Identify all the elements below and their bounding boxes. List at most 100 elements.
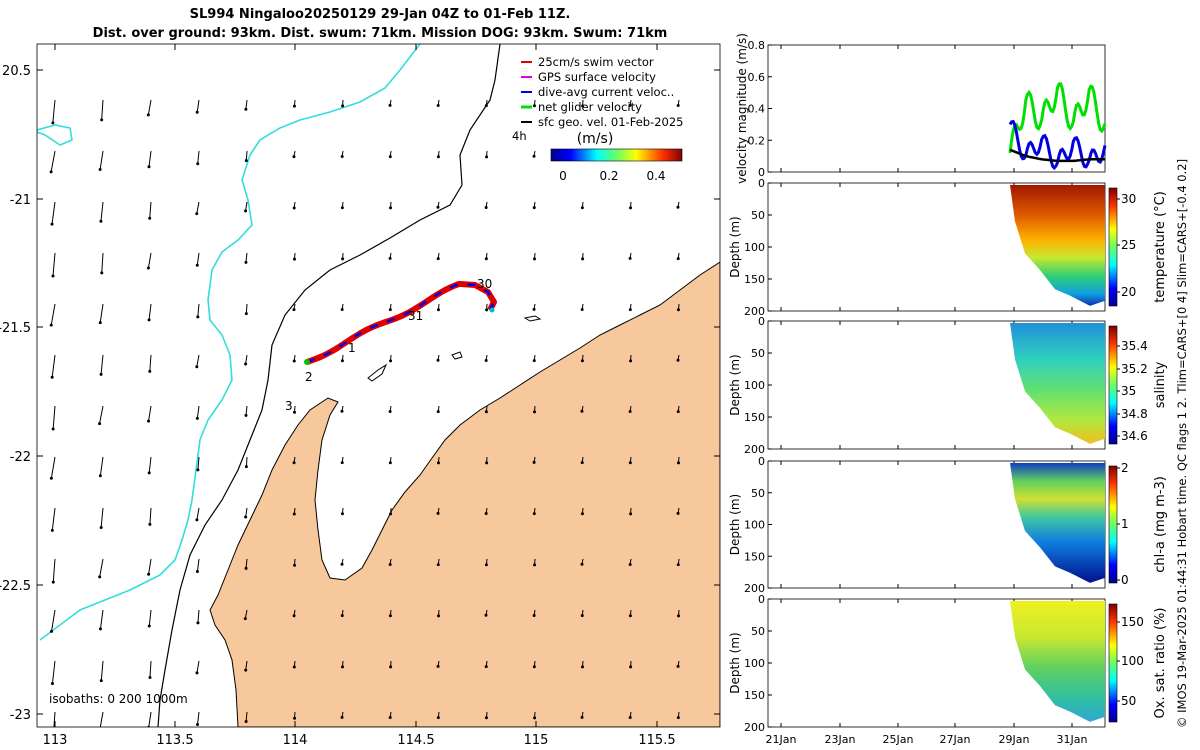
velocity-arrow <box>147 99 152 115</box>
colorbar-tick: 0.2 <box>599 169 618 183</box>
island <box>367 363 388 382</box>
cyan-contour <box>37 44 421 641</box>
y-tick-label: -21 <box>10 193 31 208</box>
temperature-panel: 0 50 100 150 200 Depth (m) 30 25 20 temperature (… <box>728 177 1168 318</box>
colorbar-tick: 35.2 <box>1121 362 1148 376</box>
legend-label: sfc geo. vel. 01-Feb-2025 <box>538 115 684 129</box>
x-tick-label: 115.5 <box>638 733 675 748</box>
section-heatmap <box>1010 185 1105 306</box>
velocity-arrow <box>149 507 152 525</box>
colorbar-label: Ox. sat. ratio (%) <box>1153 608 1168 719</box>
colorbar-tick: 30 <box>1121 192 1136 206</box>
y-tick-label: 200 <box>744 721 765 734</box>
x-tick-label: 115 <box>524 733 549 748</box>
legend-label: GPS surface velocity <box>538 70 656 84</box>
island <box>451 351 463 360</box>
legend-label: net glider velocity <box>538 100 642 114</box>
y-tick-label: -23 <box>10 708 31 723</box>
colorbar <box>1108 603 1118 723</box>
y-tick-label: 150 <box>744 273 765 286</box>
y-axis-label: Depth (m) <box>728 494 742 555</box>
velocity-arrow <box>50 303 56 326</box>
velocity-arrow <box>51 660 56 684</box>
y-tick-label: -22 <box>10 450 31 465</box>
velocity-arrow <box>101 99 104 120</box>
track-label: 31 <box>408 309 423 323</box>
velocity-arrow <box>245 354 248 365</box>
velocity-arrow <box>101 252 104 273</box>
colorbar-tick: 35.4 <box>1121 339 1148 353</box>
y-tick-label: 150 <box>744 550 765 563</box>
x-tick-label: 23Jan <box>825 733 856 746</box>
y-tick-label: 0.2 <box>748 134 766 147</box>
series-line <box>1008 82 1107 154</box>
velocity-arrow <box>245 558 248 569</box>
velocity-arrow <box>148 405 152 422</box>
velocity-arrow <box>245 711 248 722</box>
velocity-arrow <box>148 609 152 627</box>
map-axes-frame <box>36 43 721 728</box>
colorbar-tick: 0 <box>559 169 567 183</box>
y-axis-label: Depth (m) <box>728 632 742 693</box>
colorbar-tick: 100 <box>1121 654 1144 668</box>
velocity-arrow <box>99 558 104 577</box>
velocity-arrow <box>149 354 152 372</box>
velocity-arrow <box>197 456 200 470</box>
velocity-arrow <box>196 711 200 725</box>
colorbar <box>1108 465 1118 584</box>
velocity-arrow <box>100 201 104 222</box>
map-legend: 25cm/s swim vector GPS surface velocity … <box>512 55 684 143</box>
x-tick-label: 113.5 <box>156 733 193 748</box>
velocity-arrow <box>148 558 152 575</box>
velocity-arrow <box>99 150 104 170</box>
y-tick-label: 100 <box>744 379 765 392</box>
y-tick-label: 100 <box>744 657 765 670</box>
y-tick-label: 0.6 <box>748 71 766 84</box>
velocity-arrow <box>100 354 104 375</box>
velocity-arrow <box>245 99 248 110</box>
colorbar <box>1108 187 1118 307</box>
y-tick-label: 50 <box>751 625 765 638</box>
map-panel: 113 113.5 114 114.5 115 115.5 20.5 -21 -21.5 -22 -… <box>0 43 721 748</box>
y-tick-label: -22.5 <box>0 579 31 594</box>
x-tick-label: 21Jan <box>766 733 797 746</box>
colorbar-tick: 34.8 <box>1121 407 1148 421</box>
chart-subtitle: Dist. over ground: 93km. Dist. swum: 71k… <box>92 26 668 41</box>
velocity-arrow <box>99 405 104 424</box>
y-tick-label: 0.4 <box>748 103 766 116</box>
colorbar-tick: 20 <box>1121 285 1136 299</box>
chla-panel: 0 50 100 150 200 Depth (m) 2 1 0 chl-a (mg m-3) <box>728 455 1168 595</box>
velocity-arrow <box>245 405 248 416</box>
section-heatmap <box>1010 601 1105 722</box>
series-line <box>1009 148 1105 163</box>
y-tick-label: 50 <box>751 347 765 360</box>
velocity-arrow <box>196 201 200 214</box>
velocity-arrow <box>52 99 56 123</box>
x-tick-label: 27Jan <box>940 733 971 746</box>
velocity-arrow <box>149 201 152 219</box>
velocity-arrow <box>196 252 200 266</box>
velocity-arrow <box>245 507 248 518</box>
track-label: 3 <box>285 399 293 413</box>
y-tick-label: 0 <box>758 166 765 179</box>
y-tick-label: 50 <box>751 487 765 500</box>
velocity-arrow <box>245 456 248 467</box>
velocity-arrow <box>197 609 200 623</box>
y-tick-label: 100 <box>744 241 765 254</box>
colorbar-tick: 0.4 <box>646 169 665 183</box>
velocity-arrow <box>196 405 200 419</box>
colorbar-tick: 34.6 <box>1121 429 1148 443</box>
y-axis-label: Depth (m) <box>728 216 742 277</box>
island <box>523 315 542 322</box>
velocity-arrow <box>50 456 56 479</box>
x-tick-label: 31Jan <box>1057 733 1088 746</box>
x-tick-label: 114 <box>283 733 308 748</box>
velocity-arrow <box>245 150 248 161</box>
current-vector-trace <box>306 282 496 364</box>
velocity-arrow <box>53 711 56 727</box>
x-tick-label: 113 <box>43 733 68 748</box>
velocity-arrow-field <box>49 99 681 727</box>
